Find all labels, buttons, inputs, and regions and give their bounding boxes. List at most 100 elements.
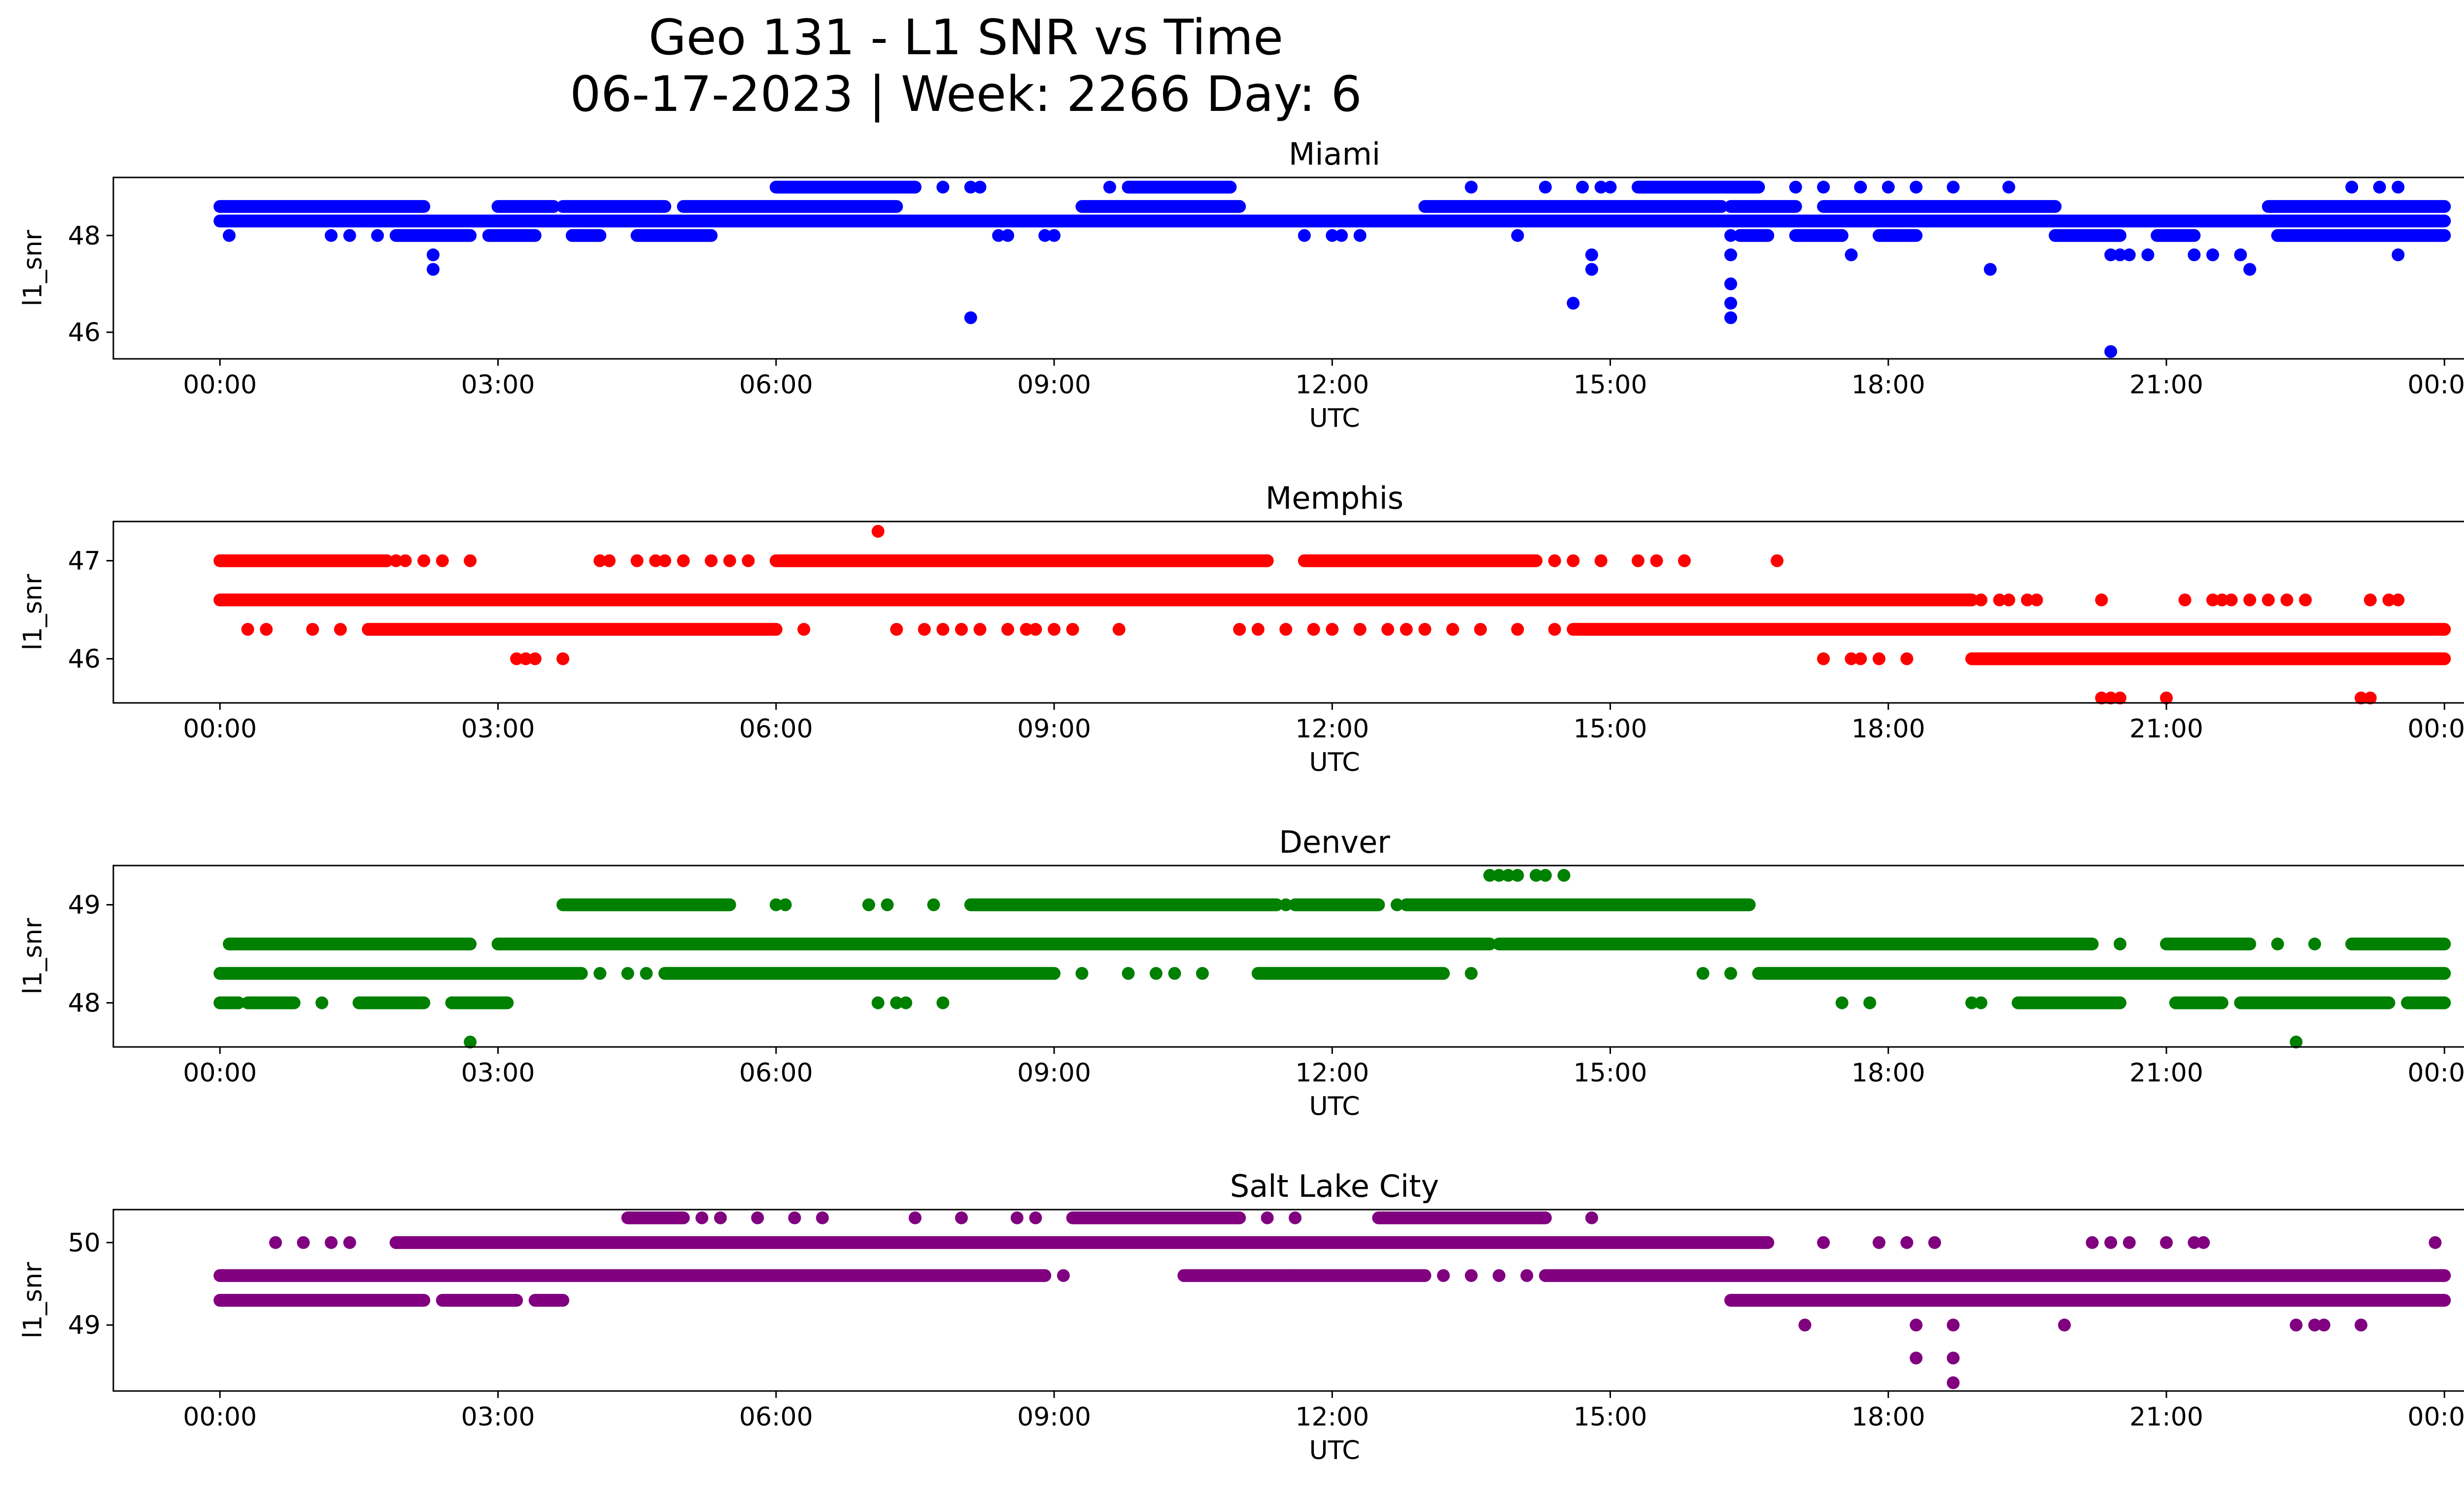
data-point: [1122, 967, 1135, 980]
x-tick-label: 00:00: [183, 370, 257, 400]
data-point: [2429, 1236, 2442, 1249]
data-point: [1279, 898, 1293, 911]
data-point: [2392, 593, 2405, 607]
x-tick-label: 12:00: [1295, 1402, 1369, 1432]
data-point: [2095, 593, 2108, 607]
data-point: [871, 996, 885, 1009]
data-point: [1502, 869, 1515, 882]
data-band-segment: [1492, 938, 2099, 951]
data-point: [1872, 652, 1885, 665]
data-point: [2104, 248, 2118, 262]
data-point: [1298, 229, 1311, 242]
data-point: [1910, 180, 1923, 194]
data-band-segment: [1733, 229, 1775, 242]
x-axis-label: UTC: [1309, 748, 1360, 777]
data-point: [788, 1211, 801, 1224]
figure-title-line1: Geo 131 - L1 SNR vs Time: [649, 9, 1283, 66]
x-tick-label: 12:00: [1295, 1058, 1369, 1088]
data-point: [1835, 996, 1848, 1009]
data-point: [723, 554, 736, 567]
data-point: [2345, 180, 2359, 194]
data-point: [1066, 623, 1079, 636]
data-band-segment: [2234, 996, 2303, 1009]
data-point: [1557, 869, 1571, 882]
data-point: [1724, 277, 1738, 290]
data-point: [658, 554, 672, 567]
data-point: [2114, 938, 2127, 951]
x-tick-label: 18:00: [1851, 1402, 1925, 1432]
data-point: [1400, 623, 1413, 636]
data-band-segment: [213, 214, 2451, 228]
data-point: [2261, 593, 2275, 607]
data-point: [1947, 1376, 1960, 1390]
panel-title: Memphis: [1266, 480, 1403, 516]
data-band-segment: [1400, 898, 1756, 911]
y-tick-label: 49: [68, 891, 101, 920]
data-point: [510, 652, 523, 665]
data-point: [1947, 1319, 1960, 1332]
data-point: [1947, 1352, 1960, 1365]
y-tick-label: 48: [68, 988, 101, 1018]
x-tick-label: 03:00: [461, 1058, 535, 1088]
x-tick-label: 06:00: [739, 370, 813, 400]
data-point: [2299, 593, 2312, 607]
data-point: [1196, 967, 1209, 980]
data-band-segment: [2169, 996, 2228, 1009]
data-point: [1474, 623, 1487, 636]
data-band-segment: [2345, 938, 2451, 951]
data-point: [1631, 554, 1644, 567]
data-point: [528, 652, 542, 665]
data-point: [1863, 996, 1877, 1009]
data-point: [593, 967, 607, 980]
data-point: [1511, 229, 1524, 242]
data-point: [2002, 180, 2016, 194]
y-axis-label: l1_snr: [18, 918, 48, 995]
data-point: [1539, 869, 1552, 882]
x-axis-label: UTC: [1309, 1436, 1360, 1465]
data-band-segment: [2261, 200, 2451, 213]
data-point: [269, 1236, 282, 1249]
subplot-salt-lake-city: Salt Lake City 00:00 03:00 06:00 09:00 12:00 1…: [18, 1168, 2464, 1465]
data-point: [2363, 692, 2377, 705]
data-point: [1650, 554, 1663, 567]
data-point: [1724, 229, 1738, 242]
data-point: [1307, 623, 1320, 636]
data-point: [1279, 623, 1293, 636]
data-point: [2363, 593, 2377, 607]
data-point: [1483, 869, 1497, 882]
data-point: [389, 554, 403, 567]
data-point: [2206, 593, 2220, 607]
data-point: [315, 996, 329, 1009]
data-point: [816, 1211, 829, 1224]
y-tick-label: 49: [68, 1311, 101, 1340]
data-point: [1845, 652, 1858, 665]
data-point: [1289, 1211, 1302, 1224]
data-point: [918, 623, 931, 636]
data-band-segment: [1251, 967, 1450, 980]
data-point: [973, 180, 987, 194]
data-point: [2086, 1236, 2099, 1249]
data-point: [1446, 623, 1459, 636]
data-point: [1251, 623, 1265, 636]
y-axis-label: l1_snr: [18, 1262, 48, 1339]
data-point: [890, 623, 903, 636]
data-point: [964, 311, 977, 324]
subplot-memphis: Memphis 00:00 03:00 06:00 09:00 12:00 15:00 18:…: [18, 480, 2464, 777]
data-point: [1465, 1269, 1478, 1282]
data-band-segment: [1177, 1269, 1432, 1282]
data-point: [2197, 1236, 2210, 1249]
data-band-segment: [1289, 898, 1385, 911]
data-point: [2271, 938, 2284, 951]
data-points: [213, 869, 2451, 1049]
data-band-segment: [445, 996, 514, 1009]
data-point: [1335, 229, 1348, 242]
data-point: [2234, 248, 2247, 262]
data-point: [2206, 248, 2220, 262]
data-point: [2410, 229, 2423, 242]
data-band-segment: [630, 229, 718, 242]
subplot-miami: Miami 00:00 03:00 06:00 09:00 12:00 15:00 18:00…: [18, 136, 2464, 433]
data-band-segment: [677, 200, 801, 213]
data-point: [1835, 229, 1848, 242]
data-point: [640, 967, 653, 980]
